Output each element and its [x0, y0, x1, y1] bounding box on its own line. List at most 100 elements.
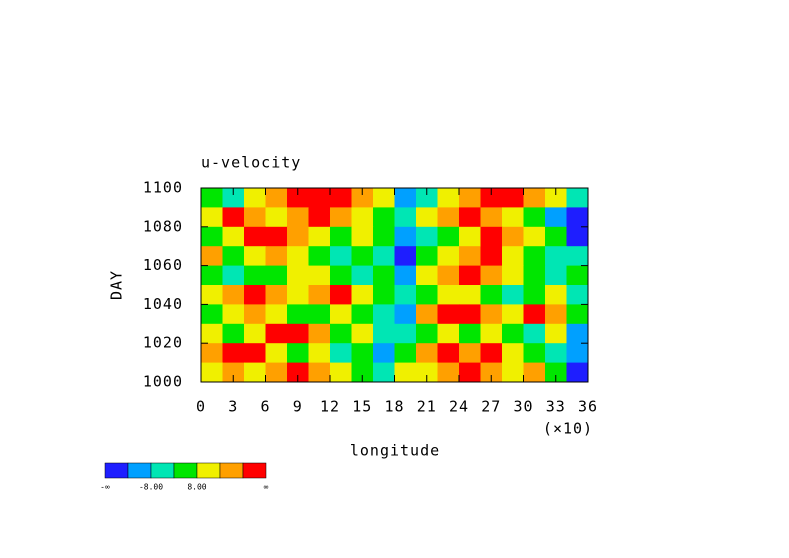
- field-cell: [351, 207, 374, 228]
- field-cell: [373, 265, 395, 286]
- y-tick-label: 1000: [143, 373, 183, 391]
- field-cell: [437, 207, 460, 228]
- field-cell: [545, 207, 567, 228]
- x-tick-label: 3: [228, 398, 238, 416]
- field-cell: [201, 362, 223, 383]
- field-cell: [523, 323, 546, 344]
- field-cell: [201, 323, 223, 344]
- field-cell: [459, 285, 481, 305]
- field-cell: [416, 246, 438, 267]
- field-cell: [480, 323, 503, 344]
- field-cell: [566, 207, 589, 228]
- field-cell: [222, 188, 245, 208]
- field-cell: [201, 343, 223, 364]
- x-tick-label: 36: [578, 398, 598, 416]
- field-cell: [244, 188, 266, 208]
- field-cell: [480, 188, 503, 208]
- field-cell: [222, 323, 245, 344]
- field-cell: [394, 362, 417, 383]
- field-cell: [201, 304, 223, 325]
- x-multiplier: (×10): [543, 420, 593, 438]
- colorbar-swatch: [219, 462, 244, 479]
- field-cell: [416, 207, 438, 228]
- x-tick-label: 21: [417, 398, 437, 416]
- field-cell: [330, 323, 352, 344]
- field-cell: [244, 362, 266, 383]
- colorbar-label: 8.00: [187, 483, 206, 492]
- field-cell: [373, 362, 395, 383]
- field-cell: [437, 304, 460, 325]
- field-cell: [523, 246, 546, 267]
- field-cell: [287, 323, 309, 344]
- field-cell: [566, 226, 589, 247]
- field-cell: [394, 304, 417, 325]
- field-cell: [308, 362, 331, 383]
- field-cell: [437, 265, 460, 286]
- field-cell: [351, 323, 374, 344]
- y-tick-label: 1020: [143, 334, 183, 352]
- field-cell: [201, 265, 223, 286]
- field-cell: [437, 343, 460, 364]
- field-cell: [265, 246, 288, 267]
- field-cell: [265, 362, 288, 383]
- field-cell: [502, 304, 524, 325]
- field-cell: [287, 362, 309, 383]
- field-cell: [330, 207, 352, 228]
- field-cell: [351, 188, 374, 208]
- field-cell: [201, 285, 223, 305]
- field-cell: [222, 285, 245, 305]
- field-cell: [566, 304, 589, 325]
- field-cell: [330, 304, 352, 325]
- field-cell: [351, 226, 374, 247]
- field-cell: [308, 304, 331, 325]
- field-cell: [523, 207, 546, 228]
- field-cell: [545, 188, 567, 208]
- field-cell: [287, 285, 309, 305]
- field-cell: [394, 226, 417, 247]
- field-cell: [545, 226, 567, 247]
- field-cell: [545, 285, 567, 305]
- field-cell: [394, 285, 417, 305]
- field-cell: [459, 362, 481, 383]
- field-cell: [416, 265, 438, 286]
- field-cell: [373, 188, 395, 208]
- field-cell: [265, 304, 288, 325]
- field-cell: [287, 246, 309, 267]
- field-cell: [394, 246, 417, 267]
- field-cell: [566, 188, 589, 208]
- field-cell: [437, 323, 460, 344]
- field-cell: [416, 323, 438, 344]
- field-cell: [480, 207, 503, 228]
- field-cell: [416, 304, 438, 325]
- field-cell: [351, 304, 374, 325]
- field-cell: [244, 323, 266, 344]
- field-cell: [308, 285, 331, 305]
- field-cell: [222, 207, 245, 228]
- field-cell: [545, 265, 567, 286]
- field-cell: [222, 246, 245, 267]
- field-cell: [265, 323, 288, 344]
- field-cell: [480, 304, 503, 325]
- field-cell: [416, 188, 438, 208]
- field-cell: [201, 226, 223, 247]
- field-cell: [330, 226, 352, 247]
- x-tick-label: 24: [449, 398, 469, 416]
- field-cell: [502, 343, 524, 364]
- field-cell: [330, 343, 352, 364]
- x-tick-label: 30: [513, 398, 533, 416]
- colorbar-swatch: [196, 462, 221, 479]
- field-cell: [437, 246, 460, 267]
- colorbar-swatch: [242, 462, 267, 479]
- field-cell: [459, 323, 481, 344]
- field-cell: [502, 188, 524, 208]
- field-cell: [308, 265, 331, 286]
- field-cell: [480, 285, 503, 305]
- colorbar-swatch: [127, 462, 152, 479]
- field-cell: [373, 207, 395, 228]
- field-cell: [287, 265, 309, 286]
- y-tick-label: 1080: [143, 217, 183, 235]
- field-cell: [459, 188, 481, 208]
- y-tick-label: 1040: [143, 295, 183, 313]
- field-cell: [502, 207, 524, 228]
- x-tick-label: 6: [260, 398, 270, 416]
